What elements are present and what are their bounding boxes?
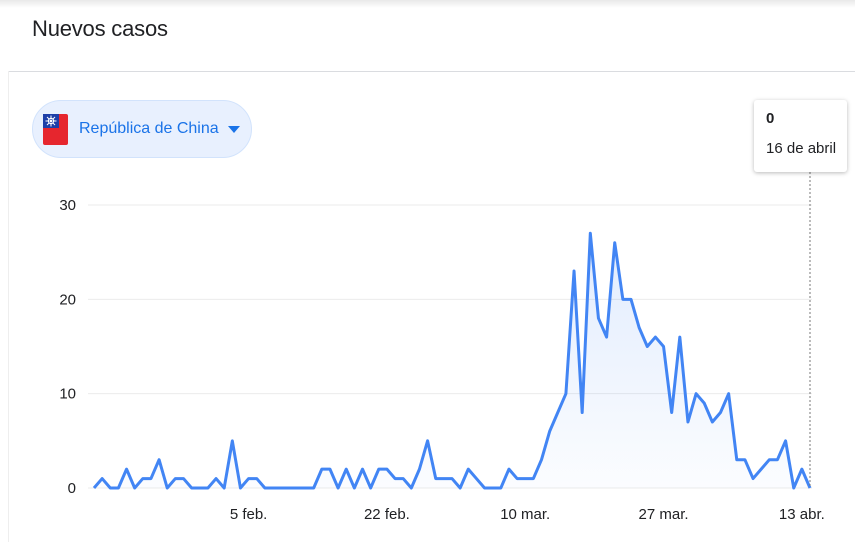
- x-tick-label: 13 abr.: [779, 506, 825, 523]
- taiwan-flag-icon: [43, 113, 68, 145]
- card-left-border: [8, 71, 9, 542]
- y-tick-label: 0: [68, 480, 76, 497]
- dropdown-caret-icon: [227, 125, 240, 133]
- tooltip-date: 16 de abril: [766, 140, 837, 157]
- region-selector-chip[interactable]: República de China: [32, 100, 252, 158]
- x-tick-label: 5 feb.: [230, 506, 268, 523]
- x-tick-label: 10 mar.: [500, 506, 550, 523]
- card-title: Nuevos casos: [32, 16, 168, 41]
- region-selector-label: República de China: [79, 120, 219, 137]
- x-tick-label: 22 feb.: [364, 506, 410, 523]
- x-tick-label: 27 mar.: [639, 506, 689, 523]
- tooltip-value: 0: [766, 110, 775, 127]
- top-shadow: [0, 0, 855, 8]
- cases-area: [94, 233, 810, 488]
- cases-line: [92, 231, 812, 490]
- y-tick-label: 20: [59, 291, 76, 308]
- y-tick-label: 30: [59, 197, 76, 214]
- hover-tooltip: 0 16 de abril: [754, 100, 847, 172]
- y-tick-label: 10: [59, 386, 76, 403]
- header-divider: [8, 71, 855, 72]
